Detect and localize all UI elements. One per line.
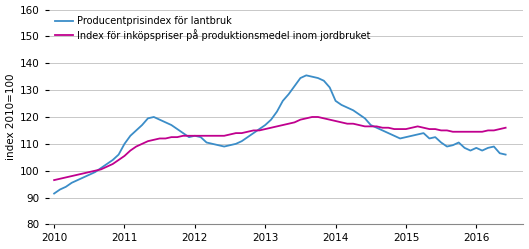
Producentprisindex för lantbruk — [280, 99, 286, 102]
Index för inköpspriser på produktionsmedel inom jordbruket — [197, 134, 204, 137]
Index för inköpspriser på produktionsmedel inom jordbruket — [80, 172, 87, 175]
Producentprisindex för lantbruk — [503, 153, 509, 156]
Index för inköpspriser på produktionsmedel inom jordbruket — [244, 130, 251, 133]
Producentprisindex för lantbruk — [197, 136, 204, 139]
Index för inköpspriser på produktionsmedel inom jordbruket — [127, 149, 133, 152]
Index för inköpspriser på produktionsmedel inom jordbruket — [503, 126, 509, 129]
Y-axis label: index 2010=100: index 2010=100 — [6, 74, 15, 160]
Index för inköpspriser på produktionsmedel inom jordbruket — [379, 126, 386, 129]
Producentprisindex för lantbruk — [80, 176, 87, 179]
Producentprisindex för lantbruk — [303, 74, 309, 77]
Line: Producentprisindex för lantbruk: Producentprisindex för lantbruk — [54, 75, 506, 193]
Legend: Producentprisindex för lantbruk, Index för inköpspriser på produktionsmedel inom: Producentprisindex för lantbruk, Index f… — [53, 14, 372, 43]
Index för inköpspriser på produktionsmedel inom jordbruket — [280, 124, 286, 126]
Producentprisindex för lantbruk — [127, 134, 133, 137]
Line: Index för inköpspriser på produktionsmedel inom jordbruket: Index för inköpspriser på produktionsmed… — [54, 117, 506, 180]
Producentprisindex för lantbruk — [244, 136, 251, 139]
Producentprisindex för lantbruk — [379, 129, 386, 132]
Index för inköpspriser på produktionsmedel inom jordbruket — [309, 116, 315, 119]
Producentprisindex för lantbruk — [51, 192, 57, 195]
Index för inköpspriser på produktionsmedel inom jordbruket — [51, 179, 57, 182]
